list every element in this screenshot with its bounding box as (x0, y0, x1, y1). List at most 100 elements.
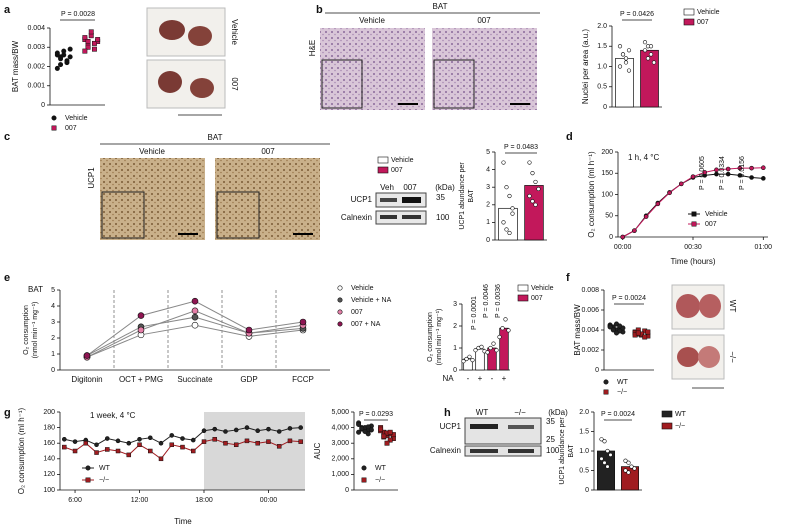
data-point (191, 297, 199, 305)
data-point (148, 448, 153, 454)
data-point (88, 29, 94, 35)
y-tick-label: 0.006 (581, 307, 599, 314)
y-tick-label: 2.0 (597, 23, 607, 30)
x-tick-label: - (467, 374, 470, 383)
p-value: P = 0.0024 (612, 295, 646, 302)
data-point (126, 440, 132, 446)
data-point (626, 68, 632, 73)
band (380, 215, 397, 219)
y-tick-label: 150 (601, 170, 613, 177)
y-tick-label: 3 (453, 301, 457, 308)
data-point (632, 228, 637, 233)
y-tick-label: 50 (605, 213, 613, 220)
data-point (678, 181, 684, 187)
shaded-region (203, 412, 305, 490)
data-point (503, 317, 508, 322)
data-point (94, 450, 99, 455)
data-point (501, 220, 506, 225)
data-point (599, 437, 604, 442)
y-axis-label: BAT (468, 189, 475, 203)
data-point (725, 166, 731, 172)
y-tick-label: 1.5 (579, 428, 589, 435)
y-axis-label: AUC (313, 442, 322, 459)
y-axis-label: O₂ consumption (ml h⁻¹) (587, 151, 596, 238)
x-tick-label: 00:00 (614, 244, 632, 251)
data-point (648, 44, 654, 49)
data-point (761, 176, 766, 181)
legend-marker (337, 321, 343, 327)
panel-letter: e (4, 272, 10, 284)
group-label: 007 (477, 16, 491, 25)
photo-label: −/− (728, 351, 737, 363)
data-point (381, 433, 387, 439)
data-point (72, 439, 78, 444)
y-axis-label: Nuclei per area (a.u.) (581, 29, 590, 104)
panel-letter: g (4, 407, 11, 419)
data-point (461, 359, 466, 364)
unit-label: (kDa) (548, 408, 568, 417)
p-value: P = 0.0293 (359, 411, 393, 418)
stain-label: UCP1 (87, 167, 96, 189)
y-tick-label: 160 (43, 440, 55, 447)
data-point (527, 193, 532, 199)
data-point (510, 211, 515, 216)
inset (101, 191, 145, 239)
legend-swatch (517, 284, 529, 292)
blot (375, 210, 427, 225)
legend-label: Vehicle (697, 9, 720, 16)
data-point (356, 421, 362, 427)
y-tick-label: 4,000 (331, 424, 349, 431)
x-axis-label: Time (174, 517, 192, 526)
data-point (479, 344, 484, 350)
data-point (533, 202, 538, 207)
y-tick-label: 3,000 (331, 440, 349, 447)
data-point (85, 39, 91, 44)
y-tick-label: 0 (609, 234, 613, 241)
data-point (602, 460, 607, 465)
data-point (83, 440, 89, 446)
legend-label: WT (675, 411, 687, 418)
data-point (67, 46, 73, 52)
data-point (223, 440, 228, 446)
data-point (667, 190, 672, 196)
data-point (642, 48, 648, 53)
data-point (92, 40, 97, 46)
x-tick-label: + (478, 374, 483, 383)
photo-group: Vehicle 007 (146, 7, 239, 116)
legend-swatch (661, 410, 673, 418)
legend-label: Vehicle (65, 115, 88, 122)
data-point (287, 438, 293, 444)
y-tick-label: 5 (486, 149, 490, 156)
blot (464, 445, 542, 457)
data-point (276, 444, 282, 449)
tissue-label: BAT (208, 133, 223, 142)
data-point (191, 307, 199, 315)
y-tick-label: 1 (51, 351, 55, 358)
photo-group: WT −/− (671, 284, 737, 389)
data-point (761, 165, 766, 171)
data-point (473, 348, 478, 353)
y-tick-label: 180 (43, 424, 55, 431)
data-point (137, 436, 142, 442)
data-point (180, 436, 185, 441)
y-tick-label: 1 (453, 345, 457, 352)
tissue (190, 78, 214, 98)
data-point (72, 448, 78, 454)
marker-label: 25 (546, 435, 555, 444)
y-axis-label: BAT (568, 444, 575, 458)
y-tick-label: 3 (486, 184, 490, 191)
data-point (725, 171, 731, 177)
data-point (137, 442, 142, 448)
x-tick-label: Succinate (177, 375, 213, 384)
data-point (255, 428, 261, 434)
data-point (632, 466, 637, 471)
panel-letter: a (4, 4, 11, 16)
y-tick-label: 0 (453, 367, 457, 374)
x-tick-label: GDP (240, 375, 257, 384)
y-axis-label: O₂ consumption (427, 312, 434, 362)
y-tick-label: 0.003 (27, 44, 45, 51)
legend-label: −/− (617, 389, 627, 396)
y-axis-label: BAT mass/BW (11, 40, 20, 92)
x-tick-label: 00:00 (260, 497, 278, 504)
p-value: P = 0.0605 (699, 156, 706, 190)
